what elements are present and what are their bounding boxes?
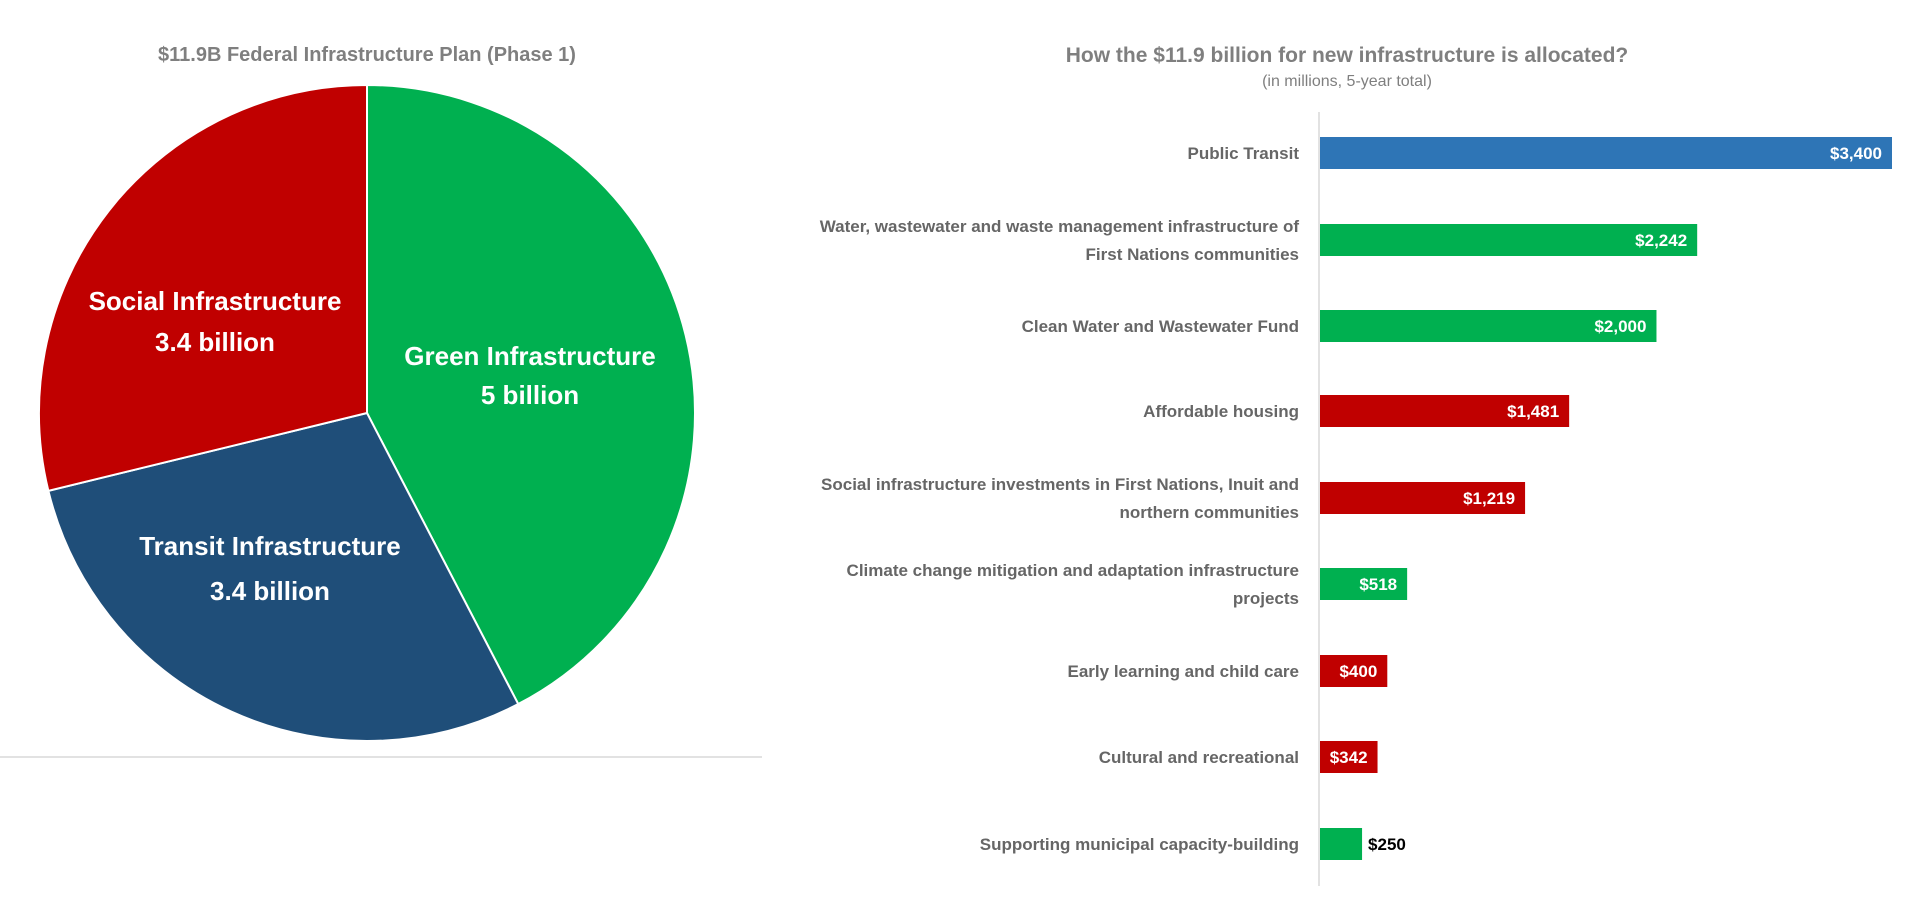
bar-value-label: $3,400 <box>1830 144 1882 163</box>
pie-value-green-infrastructure: 5 billion <box>481 380 579 410</box>
pie-title: $11.9B Federal Infrastructure Plan (Phas… <box>158 44 576 66</box>
bar-category-label: Climate change mitigation and adaptation… <box>847 561 1299 580</box>
bar <box>1320 741 1378 773</box>
bar-category-label: Affordable housing <box>1143 402 1299 421</box>
bar-chart: How the $11.9 billion for new infrastruc… <box>820 44 1892 886</box>
pie-value-transit-infrastructure: 3.4 billion <box>210 576 330 606</box>
pie-chart: $11.9B Federal Infrastructure Plan (Phas… <box>38 44 696 742</box>
bar-category-label: Cultural and recreational <box>1099 748 1299 767</box>
bar-value-label: $518 <box>1359 575 1397 594</box>
pie-value-social-infrastructure: 3.4 billion <box>155 327 275 357</box>
bar <box>1320 224 1698 256</box>
bar <box>1320 310 1657 342</box>
bar <box>1320 137 1892 169</box>
pie-label-social-infrastructure: Social Infrastructure <box>89 286 342 316</box>
bar-category-label: Early learning and child care <box>1068 662 1299 681</box>
bar-value-label: $2,242 <box>1635 231 1687 250</box>
bar-category-label: northern communities <box>1120 503 1299 522</box>
bar-value-label: $342 <box>1330 748 1368 767</box>
bar-value-label: $2,000 <box>1594 317 1646 336</box>
bar-category-label: Clean Water and Wastewater Fund <box>1022 317 1299 336</box>
bar-value-label: $400 <box>1339 662 1377 681</box>
bar-category-label: First Nations communities <box>1086 245 1299 264</box>
bar-category-label: projects <box>1233 589 1299 608</box>
pie-label-transit-infrastructure: Transit Infrastructure <box>139 531 401 561</box>
pie-slice-social-infrastructure <box>38 83 368 493</box>
bar-value-label: $1,219 <box>1463 489 1515 508</box>
pie-label-green-infrastructure: Green Infrastructure <box>404 341 655 371</box>
bar <box>1320 395 1570 427</box>
bar-category-label: Water, wastewater and waste management i… <box>820 217 1300 236</box>
bar-value-label: $250 <box>1368 835 1406 854</box>
pie-slice-transit-infrastructure <box>47 411 520 742</box>
bar-category-label: Social infrastructure investments in Fir… <box>821 475 1299 494</box>
bar <box>1320 828 1363 860</box>
bar-category-label: Supporting municipal capacity-building <box>980 835 1299 854</box>
bar <box>1320 482 1526 514</box>
bar-category-label: Public Transit <box>1188 144 1300 163</box>
bar-value-label: $1,481 <box>1507 402 1559 421</box>
bar <box>1320 655 1388 687</box>
bar <box>1320 568 1408 600</box>
pie-slice-green-infrastructure <box>366 83 696 706</box>
bar-chart-subtitle: (in millions, 5-year total) <box>1262 73 1432 90</box>
bar-chart-title: How the $11.9 billion for new infrastruc… <box>1066 44 1628 67</box>
